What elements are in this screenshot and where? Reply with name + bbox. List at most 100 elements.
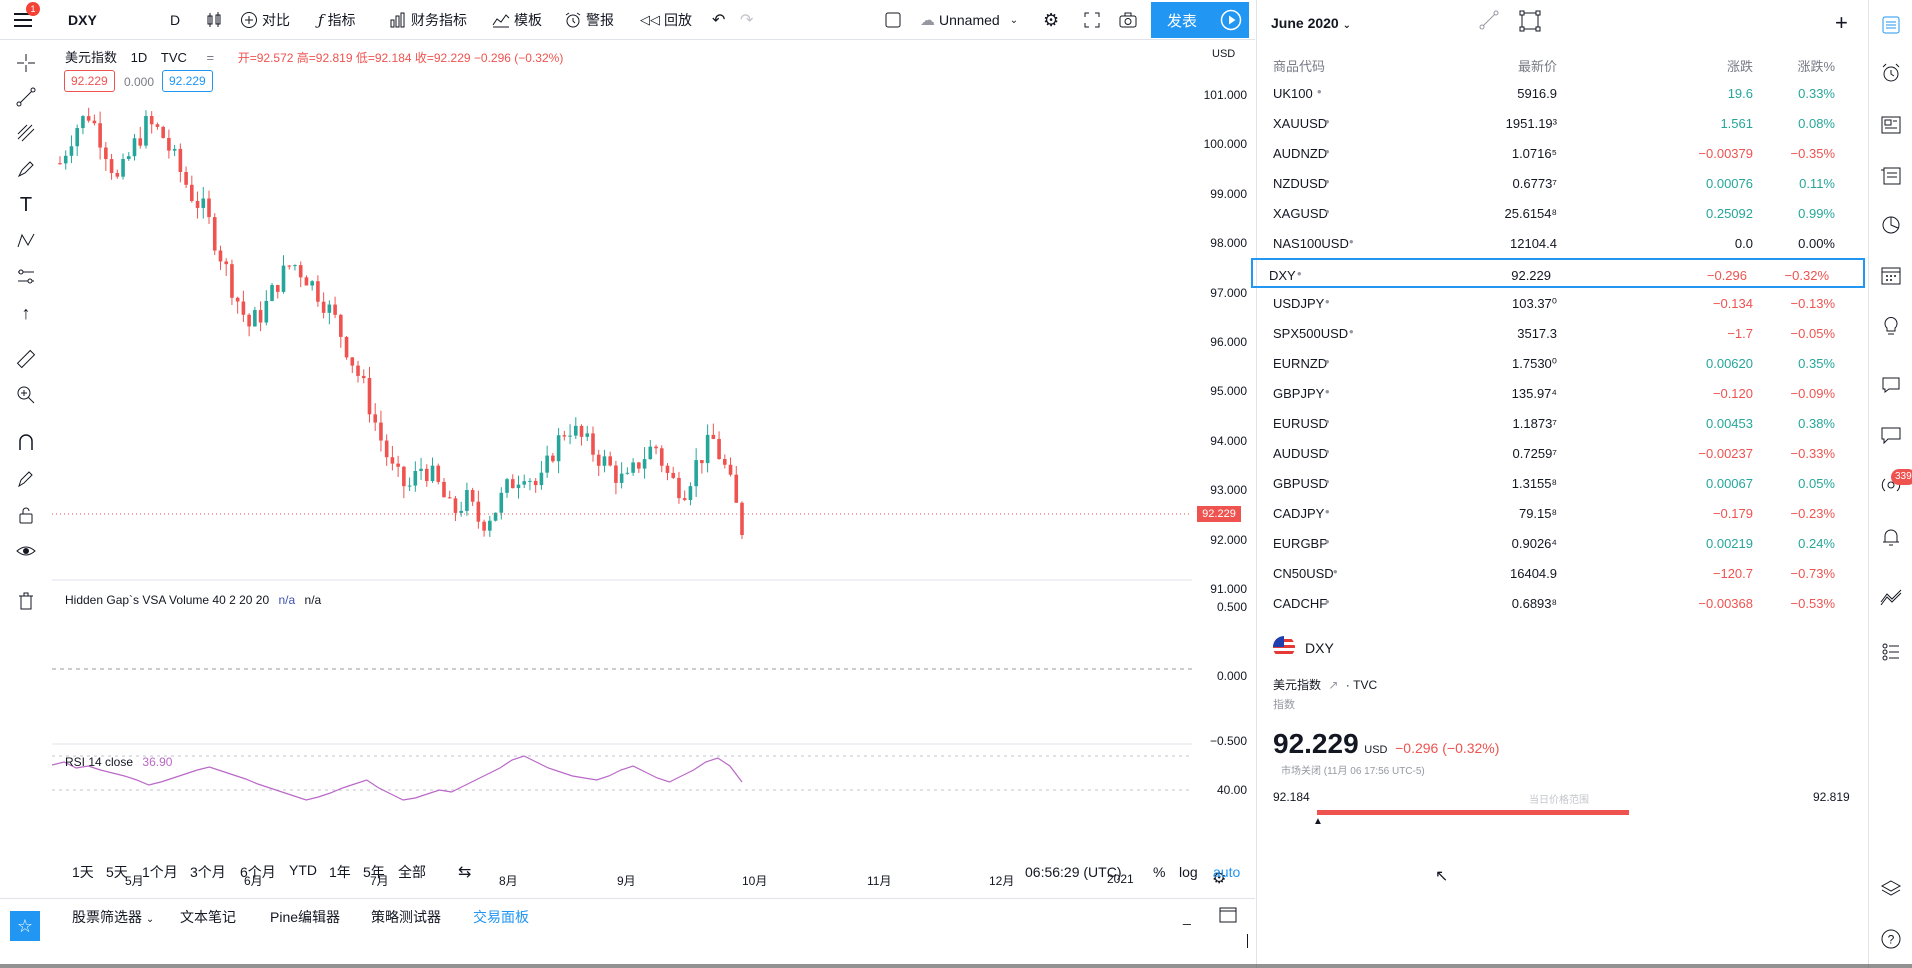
indicators-button[interactable]: ƒ 指标 xyxy=(318,8,356,32)
chart-pane[interactable]: 美元指数 1D TVC = 开=92.572 高=92.819 低=92.184… xyxy=(52,40,1255,888)
watchlist-row[interactable]: CADCHF 0.6893⁸ −0.00368 −0.53% • xyxy=(1257,588,1869,618)
range-button[interactable]: 1个月 xyxy=(142,864,178,880)
range-button[interactable]: 1年 xyxy=(329,864,351,880)
watchlist-row[interactable]: CADJPY 79.15⁸ −0.179 −0.23% • xyxy=(1257,498,1869,528)
price-axis[interactable]: 101.000 100.000 99.000 98.000 97.000 96.000 95… xyxy=(1192,40,1255,860)
watchlist-row[interactable]: DXY 92.229 −0.296 −0.32% • xyxy=(1251,258,1865,288)
zoom-in-icon[interactable] xyxy=(13,382,39,408)
pencil-lock-icon[interactable] xyxy=(13,466,39,492)
redo-button[interactable]: ↷ xyxy=(740,8,753,32)
watchlist-row[interactable]: NZDUSD 0.6773⁷ 0.00076 0.11% • xyxy=(1257,168,1869,198)
magnet-icon[interactable] xyxy=(13,430,39,456)
details-name[interactable]: 美元指数 xyxy=(1273,678,1322,692)
calendar-icon[interactable] xyxy=(1878,262,1904,288)
range-button[interactable]: 5天 xyxy=(106,864,128,880)
panel-divider[interactable] xyxy=(1247,934,1248,948)
col-last[interactable]: 最新价 xyxy=(1517,59,1557,74)
auto-toggle[interactable]: auto xyxy=(1213,864,1241,880)
compare-button[interactable]: 对比 xyxy=(240,8,290,32)
percent-toggle[interactable]: % xyxy=(1153,864,1166,880)
volume-legend-name[interactable]: Hidden Gap`s VSA Volume 40 2 20 20 xyxy=(65,593,270,607)
layout-name-button[interactable]: ☁ Unnamed ⌄ xyxy=(920,8,1018,32)
select-box-icon[interactable] xyxy=(1519,10,1541,35)
ask-tag[interactable]: 92.229 xyxy=(162,70,213,92)
text-tool-icon[interactable]: T xyxy=(19,193,33,216)
legend-collapse-icon[interactable]: = xyxy=(206,50,215,65)
watchlist-row[interactable]: SPX500USD 3517.3 −1.7 −0.05% • xyxy=(1257,318,1869,348)
publish-button[interactable]: 发表 xyxy=(1151,2,1213,38)
watchlist-row[interactable]: NAS100USD 12104.4 0.0 0.00% • xyxy=(1257,228,1869,258)
col-symbol[interactable]: 商品代码 xyxy=(1273,59,1326,74)
goto-date-icon[interactable]: ⇆ xyxy=(458,864,472,881)
interval-button[interactable]: D xyxy=(170,8,180,32)
undo-button[interactable]: ↶ xyxy=(712,8,725,32)
snapshot-button[interactable] xyxy=(1119,8,1137,32)
watchlist-row[interactable]: USDJPY 103.37⁰ −0.134 −0.13% • xyxy=(1257,288,1869,318)
watchlist-row[interactable]: AUDNZD 1.0716⁵ −0.00379 −0.35% • xyxy=(1257,138,1869,168)
watchlist-row[interactable]: UK100 5916.9 19.6 0.33% • xyxy=(1257,78,1869,108)
col-change[interactable]: 涨跌 xyxy=(1726,59,1753,74)
financials-button[interactable]: 财务指标 xyxy=(389,8,467,32)
range-button[interactable]: 1天 xyxy=(72,864,94,880)
trash-icon[interactable] xyxy=(13,588,39,614)
eye-icon[interactable] xyxy=(13,538,39,564)
range-button[interactable]: 6个月 xyxy=(240,864,276,880)
watchlist-row[interactable]: AUDUSD 0.7259⁷ −0.00237 −0.33% • xyxy=(1257,438,1869,468)
layout-toggle-button[interactable] xyxy=(884,8,902,32)
forecast-tool-icon[interactable] xyxy=(13,264,39,290)
layers-icon[interactable] xyxy=(1878,876,1904,902)
axis-settings-icon[interactable]: ⚙ xyxy=(1212,870,1227,887)
menu-icon[interactable]: 1 xyxy=(14,2,40,30)
brush-icon[interactable] xyxy=(13,156,39,182)
help-icon[interactable]: ? xyxy=(1878,926,1904,952)
arrow-up-icon[interactable]: ↑ xyxy=(21,302,31,323)
lightbulb-icon[interactable] xyxy=(1878,312,1904,338)
maximize-panel-icon[interactable] xyxy=(1219,907,1237,926)
minimize-panel-icon[interactable]: _ xyxy=(1183,909,1191,925)
ruler-icon[interactable] xyxy=(13,346,39,372)
trend-line-icon[interactable] xyxy=(13,84,39,110)
chart-type-button[interactable] xyxy=(205,8,223,32)
add-symbol-icon[interactable]: + xyxy=(1835,10,1848,35)
play-button[interactable] xyxy=(1213,2,1249,38)
tab-pine-editor[interactable]: Pine编辑器 xyxy=(270,909,341,925)
settings-button[interactable]: ⚙ xyxy=(1043,8,1059,32)
symbol-search-button[interactable]: DXY xyxy=(68,8,97,32)
tab-screener[interactable]: 股票筛选器 ⌄ xyxy=(72,907,154,927)
watchlist-row[interactable]: XAUUSD 1951.19³ 1.561 0.08% • xyxy=(1257,108,1869,138)
watchlist-icon[interactable] xyxy=(1878,12,1904,38)
watchlist-row[interactable]: CN50USD 16404.9 −120.7 −0.73% • xyxy=(1257,558,1869,588)
legend-name[interactable]: 美元指数 xyxy=(65,50,118,65)
fullscreen-button[interactable] xyxy=(1083,8,1101,32)
tab-trading-panel[interactable]: 交易面板 xyxy=(473,909,529,925)
dom-icon[interactable] xyxy=(1878,638,1904,664)
external-link-icon[interactable]: ↗ xyxy=(1328,678,1339,692)
watchlist-row[interactable]: EURGBP 0.9026⁴ 0.00219 0.24% • xyxy=(1257,528,1869,558)
crosshair-icon[interactable] xyxy=(13,50,39,76)
watchlist-row[interactable]: EURNZD 1.7530⁰ 0.00620 0.35% • xyxy=(1257,348,1869,378)
clock-label[interactable]: 06:56:29 (UTC) xyxy=(1025,864,1122,880)
tab-strategy-tester[interactable]: 策略测试器 xyxy=(371,909,441,925)
lock-icon[interactable] xyxy=(13,502,39,528)
watchlist-row[interactable]: GBPUSD 1.3155⁸ 0.00067 0.05% • xyxy=(1257,468,1869,498)
range-button[interactable]: 全部 xyxy=(398,864,426,880)
replay-button[interactable]: ◁◁ 回放 xyxy=(640,8,692,32)
pie-chart-icon[interactable] xyxy=(1878,212,1904,238)
templates-button[interactable]: 模板 xyxy=(492,8,542,32)
watchlist-title[interactable]: June 2020 ⌄ xyxy=(1271,15,1351,31)
alert-button[interactable]: 警报 xyxy=(564,8,614,32)
bell-icon[interactable] xyxy=(1878,524,1904,550)
watchlist-row[interactable]: GBPJPY 135.97⁴ −0.120 −0.09% • xyxy=(1257,378,1869,408)
col-percent[interactable]: 涨跌% xyxy=(1797,59,1835,74)
alarm-icon[interactable] xyxy=(1878,60,1904,86)
watchlist-row[interactable]: EURUSD 1.1873⁷ 0.00453 0.38% • xyxy=(1257,408,1869,438)
bid-tag[interactable]: 92.229 xyxy=(64,70,115,92)
news-icon[interactable] xyxy=(1878,112,1904,138)
fib-tool-icon[interactable] xyxy=(13,120,39,146)
signals-icon[interactable] xyxy=(1878,584,1904,610)
favorites-star-button[interactable]: ☆ xyxy=(10,911,40,941)
watchlist-row[interactable]: XAGUSD 25.6154⁸ 0.25092 0.99% • xyxy=(1257,198,1869,228)
log-toggle[interactable]: log xyxy=(1179,864,1198,880)
range-button[interactable]: 3个月 xyxy=(190,864,226,880)
tab-notes[interactable]: 文本笔记 xyxy=(180,909,236,925)
